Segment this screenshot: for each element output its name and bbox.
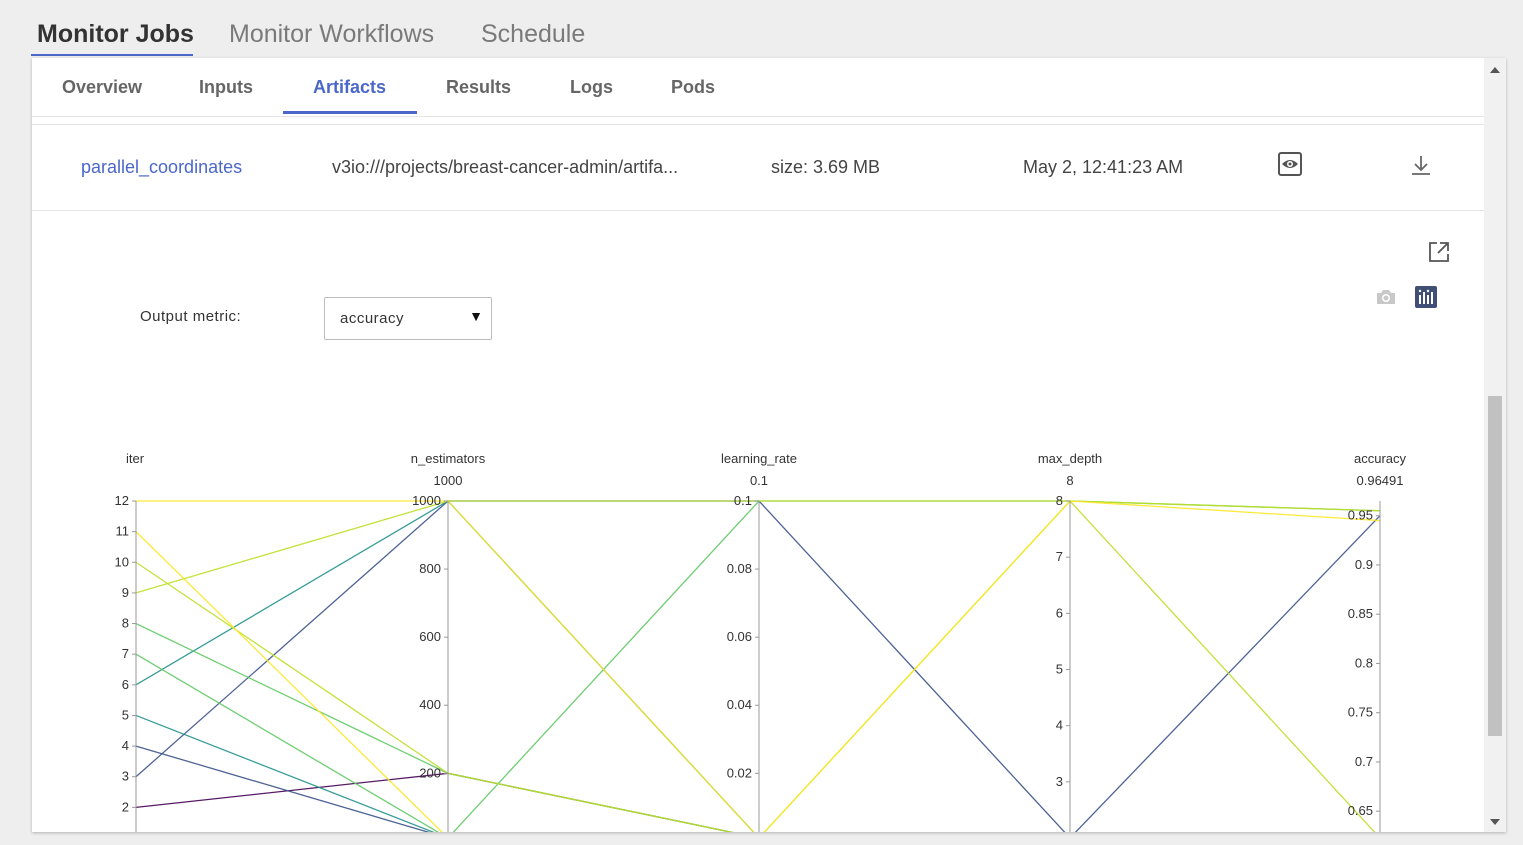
tab-logs[interactable]: Logs (570, 77, 613, 97)
data-line-9 (135, 500, 1381, 594)
tick-label: 1 (122, 830, 129, 832)
tick-label: 5 (122, 707, 129, 722)
tick-label: 4 (1056, 718, 1063, 733)
axis-max-label: 1000 (434, 473, 463, 488)
tick-label: 400 (419, 697, 441, 712)
tick-label: 7 (1056, 549, 1063, 564)
tick-label: 0.95 (1348, 508, 1373, 523)
scrollbar[interactable] (1484, 58, 1506, 832)
data-line-3 (135, 500, 1381, 832)
axis-title: learning_rate (721, 451, 797, 466)
data-line-11 (135, 531, 443, 832)
camera-icon[interactable] (1375, 288, 1397, 311)
divider (32, 124, 1484, 125)
tick-label: 0.04 (727, 697, 752, 712)
chevron-down-icon: ▼ (469, 308, 483, 324)
details-tab-bar: Overview Inputs Artifacts Results Logs P… (32, 58, 1484, 117)
tick-label: 0.65 (1348, 803, 1373, 818)
tick-label: 3 (122, 769, 129, 784)
tick-label: 11 (116, 524, 130, 539)
job-details-panel: Overview Inputs Artifacts Results Logs P… (32, 58, 1506, 832)
tick-label: 12 (115, 493, 129, 508)
data-line-4 (135, 745, 430, 832)
axis-max-label: 8 (1066, 473, 1073, 488)
tick-label: 0.02 (727, 765, 752, 780)
tick-label: 0.8 (1355, 655, 1373, 670)
tick-label: 6 (122, 677, 129, 692)
top-tab-bar: Monitor Jobs Monitor Workflows Schedule (0, 0, 1523, 58)
axis-title: iter (126, 451, 145, 466)
tick-label: 2 (122, 799, 129, 814)
scroll-up-icon[interactable] (1490, 67, 1500, 73)
tick-label: 8 (1056, 493, 1063, 508)
tick-label: 6 (1056, 605, 1063, 620)
tick-label: 0.7 (1355, 754, 1373, 769)
axis-title: accuracy (1354, 451, 1407, 466)
output-metric-value: accuracy (340, 310, 405, 327)
parallel-coordinates-chart: iter123456789101112n_estimators100010200… (115, 451, 1407, 832)
axis-max-label: 0.1 (750, 473, 768, 488)
tab-monitor-workflows[interactable]: Monitor Workflows (229, 20, 435, 48)
axis-title: n_estimators (411, 451, 486, 466)
artifact-date: May 2, 12:41:23 AM (1023, 157, 1184, 177)
tick-label: 0.85 (1348, 606, 1373, 621)
tick-label: 0.08 (727, 561, 752, 576)
tab-overview[interactable]: Overview (62, 77, 143, 97)
axis-max-label: 0.96491 (1357, 473, 1404, 488)
tick-label: 7 (122, 646, 129, 661)
tick-label: 600 (419, 629, 441, 644)
tick-label: 0.06 (727, 629, 752, 644)
tick-label: 8 (122, 616, 129, 631)
artifact-name-link[interactable]: parallel_coordinates (81, 157, 243, 177)
output-metric-select[interactable]: accuracy ▼ (324, 297, 492, 340)
tab-pods[interactable]: Pods (671, 77, 716, 97)
artifact-size: size: 3.69 MB (771, 157, 881, 177)
scroll-down-icon[interactable] (1490, 819, 1500, 825)
data-line-6 (135, 500, 755, 832)
tick-label: 4 (122, 738, 129, 753)
artifact-path: v3io:///projects/breast-cancer-admin/art… (332, 157, 679, 177)
eye-icon[interactable] (1278, 152, 1302, 181)
tab-inputs[interactable]: Inputs (199, 77, 253, 97)
artifact-row: parallel_coordinates v3io:///projects/br… (32, 125, 1484, 211)
data-line-2 (135, 772, 734, 832)
tab-artifacts[interactable]: Artifacts (313, 77, 387, 97)
output-metric-label: Output metric: (140, 308, 242, 325)
data-line-10 (135, 500, 1376, 832)
tab-results[interactable]: Results (446, 77, 512, 97)
tick-label: 0.1 (734, 493, 752, 508)
tick-label: 0.9 (1355, 557, 1373, 572)
tab-monitor-jobs[interactable]: Monitor Jobs (37, 20, 194, 48)
tick-label: 800 (419, 561, 441, 576)
plotly-logo-icon[interactable] (1415, 286, 1437, 313)
tick-label: 10 (115, 554, 129, 569)
tick-label: 1000 (412, 493, 441, 508)
download-icon[interactable] (1410, 154, 1432, 181)
tick-label: 200 (419, 765, 441, 780)
tab-schedule[interactable]: Schedule (481, 20, 586, 48)
tick-label: 5 (1056, 662, 1063, 677)
scrollbar-thumb[interactable] (1488, 396, 1502, 736)
data-line-7 (135, 500, 1381, 832)
tick-label: 2 (1056, 830, 1063, 832)
active-subtab-indicator (283, 111, 417, 114)
active-tab-indicator (31, 54, 193, 56)
data-line-12 (136, 500, 1381, 832)
data-line-8 (135, 622, 734, 832)
external-link-icon[interactable] (1428, 241, 1450, 268)
tick-label: 0.75 (1348, 705, 1373, 720)
data-line-5 (135, 714, 435, 832)
axis-title: max_depth (1038, 451, 1102, 466)
tick-label: 3 (1056, 774, 1063, 789)
tick-label: 9 (122, 585, 129, 600)
